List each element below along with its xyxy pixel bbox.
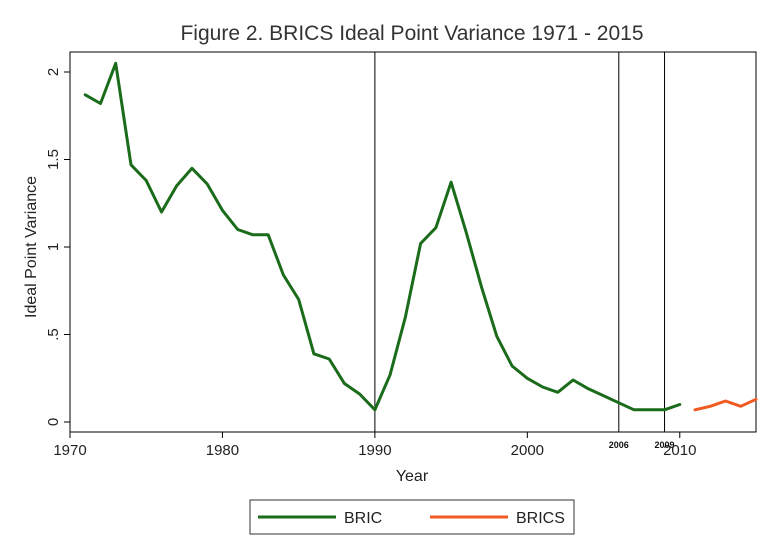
y-tick-label: 1.5 — [45, 149, 62, 170]
y-tick-label: 1 — [45, 243, 62, 251]
y-tick-label: 2 — [45, 68, 62, 76]
y-tick-label: .5 — [45, 328, 62, 341]
x-tick-label: 1990 — [358, 442, 391, 459]
x-tick-label: 1970 — [53, 442, 86, 459]
plot-area: 0 .5 1 1.5 2 1970 1980 1990 2000 2010 2006 2009 — [45, 51, 758, 459]
series-line-brics — [693, 397, 758, 412]
plot-frame — [69, 51, 757, 433]
reference-line-label: 2006 — [609, 440, 629, 450]
legend-label-brics: BRICS — [516, 510, 565, 527]
x-axis-label: Year — [396, 468, 429, 485]
x-tick-label: 1980 — [206, 442, 239, 459]
x-tick-label: 2000 — [511, 442, 544, 459]
legend: BRIC BRICS — [249, 499, 575, 535]
legend-label-bric: BRIC — [344, 510, 382, 527]
chart-title: Figure 2. BRICS Ideal Point Variance 197… — [180, 22, 643, 45]
series-line-bric — [83, 61, 682, 412]
x-tick-label: 2010 — [663, 442, 696, 459]
y-axis-label: Ideal Point Variance — [23, 176, 40, 318]
y-tick-label: 0 — [45, 418, 62, 426]
reference-line-label: 2009 — [655, 440, 675, 450]
